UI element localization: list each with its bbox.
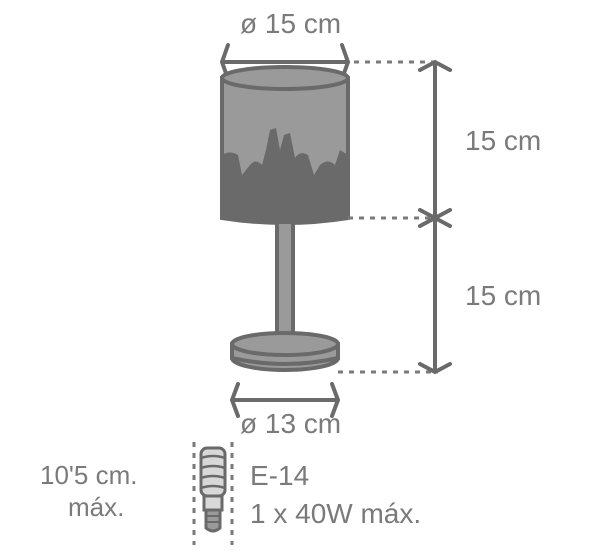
label-wattage: 1 x 40W máx. (250, 498, 421, 530)
lamp-base-top-ellipse (232, 333, 338, 355)
label-upper-height: 15 cm (465, 125, 541, 157)
label-base-diameter: ø 13 cm (240, 408, 341, 440)
label-lower-height: 15 cm (465, 280, 541, 312)
lamp-shade-top (222, 67, 348, 89)
label-bulb-length: 10'5 cm. (40, 460, 137, 491)
bulb-icon (201, 448, 225, 531)
label-bulb-max: máx. (68, 492, 124, 523)
lamp-stem (277, 222, 293, 340)
label-socket: E-14 (250, 460, 309, 492)
label-top-diameter: ø 15 cm (240, 8, 341, 40)
